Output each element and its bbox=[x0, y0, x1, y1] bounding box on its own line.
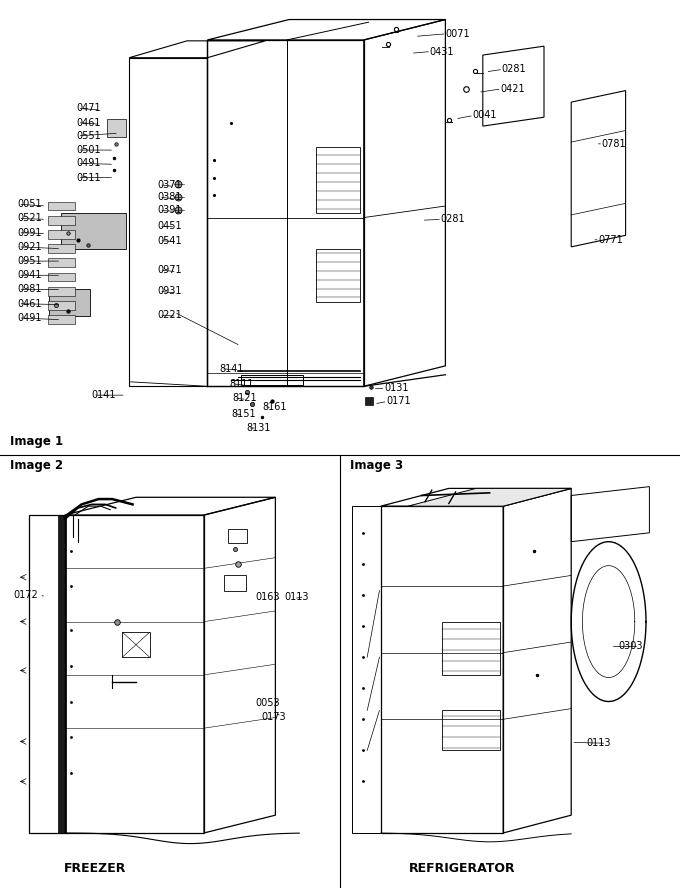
Bar bbox=[224, 575, 246, 591]
Polygon shape bbox=[408, 488, 571, 506]
Bar bbox=[48, 202, 75, 210]
Text: 0491: 0491 bbox=[76, 158, 101, 169]
Text: 0461: 0461 bbox=[76, 117, 101, 128]
Text: 0541: 0541 bbox=[158, 235, 182, 246]
Text: Image 3: Image 3 bbox=[350, 459, 403, 472]
Text: FREEZER: FREEZER bbox=[64, 861, 126, 875]
Text: 0071: 0071 bbox=[445, 28, 470, 39]
Text: 0371: 0371 bbox=[158, 179, 182, 190]
Text: 0511: 0511 bbox=[76, 172, 101, 183]
Text: 0421: 0421 bbox=[500, 83, 525, 94]
Bar bbox=[48, 273, 75, 281]
Text: 0551: 0551 bbox=[76, 131, 101, 141]
Text: 0451: 0451 bbox=[158, 221, 182, 232]
Text: 0303: 0303 bbox=[619, 641, 643, 652]
Text: 0491: 0491 bbox=[17, 313, 41, 323]
Bar bbox=[48, 230, 75, 239]
Bar bbox=[241, 375, 303, 385]
Text: 0941: 0941 bbox=[17, 270, 41, 281]
Bar bbox=[316, 147, 360, 213]
Text: 0501: 0501 bbox=[76, 145, 101, 155]
Bar bbox=[48, 287, 75, 296]
Bar bbox=[316, 249, 360, 302]
Bar bbox=[122, 632, 150, 657]
Text: 0981: 0981 bbox=[17, 284, 41, 295]
Text: 0281: 0281 bbox=[441, 214, 465, 225]
Text: 0141: 0141 bbox=[92, 390, 116, 400]
Text: 0041: 0041 bbox=[473, 110, 497, 121]
Text: 0221: 0221 bbox=[158, 310, 182, 321]
Text: 0391: 0391 bbox=[158, 205, 182, 216]
Text: 0461: 0461 bbox=[17, 298, 41, 309]
Bar bbox=[107, 119, 126, 137]
Text: 8151: 8151 bbox=[231, 408, 256, 419]
Text: 0921: 0921 bbox=[17, 242, 41, 252]
Text: 0521: 0521 bbox=[17, 213, 41, 224]
Bar bbox=[228, 529, 247, 543]
Text: REFRIGERATOR: REFRIGERATOR bbox=[409, 861, 515, 875]
Text: 0771: 0771 bbox=[598, 234, 623, 245]
Bar bbox=[61, 213, 126, 249]
Text: 0971: 0971 bbox=[158, 265, 182, 275]
Text: 0053: 0053 bbox=[255, 698, 279, 709]
Text: 0051: 0051 bbox=[17, 199, 41, 210]
Bar bbox=[48, 258, 75, 267]
Text: Image 1: Image 1 bbox=[10, 434, 63, 448]
Bar bbox=[48, 301, 75, 310]
Text: 8111: 8111 bbox=[230, 378, 254, 389]
Text: Image 2: Image 2 bbox=[10, 459, 63, 472]
Text: 0281: 0281 bbox=[502, 64, 526, 75]
Text: 8161: 8161 bbox=[262, 401, 287, 412]
Text: 0431: 0431 bbox=[430, 46, 454, 57]
Text: 0172: 0172 bbox=[14, 590, 38, 600]
Text: 0991: 0991 bbox=[17, 227, 41, 238]
Text: 8141: 8141 bbox=[220, 363, 244, 374]
Bar bbox=[58, 515, 66, 833]
Text: 0171: 0171 bbox=[386, 396, 411, 407]
Bar bbox=[442, 622, 500, 675]
Text: 0113: 0113 bbox=[586, 738, 611, 749]
Bar bbox=[48, 244, 75, 253]
Text: 0163: 0163 bbox=[255, 591, 279, 602]
Text: 0781: 0781 bbox=[602, 139, 626, 149]
Text: 8121: 8121 bbox=[233, 392, 257, 403]
Bar bbox=[442, 710, 500, 750]
Text: 0951: 0951 bbox=[17, 256, 41, 266]
Bar bbox=[48, 216, 75, 225]
Text: 0471: 0471 bbox=[76, 103, 101, 114]
Text: 0113: 0113 bbox=[284, 591, 309, 602]
Text: 0931: 0931 bbox=[158, 286, 182, 297]
Bar bbox=[49, 289, 90, 316]
Bar bbox=[48, 315, 75, 324]
Text: 0381: 0381 bbox=[158, 192, 182, 202]
Text: 0131: 0131 bbox=[384, 383, 409, 393]
Text: 0173: 0173 bbox=[261, 711, 286, 722]
Text: 8131: 8131 bbox=[246, 423, 271, 433]
